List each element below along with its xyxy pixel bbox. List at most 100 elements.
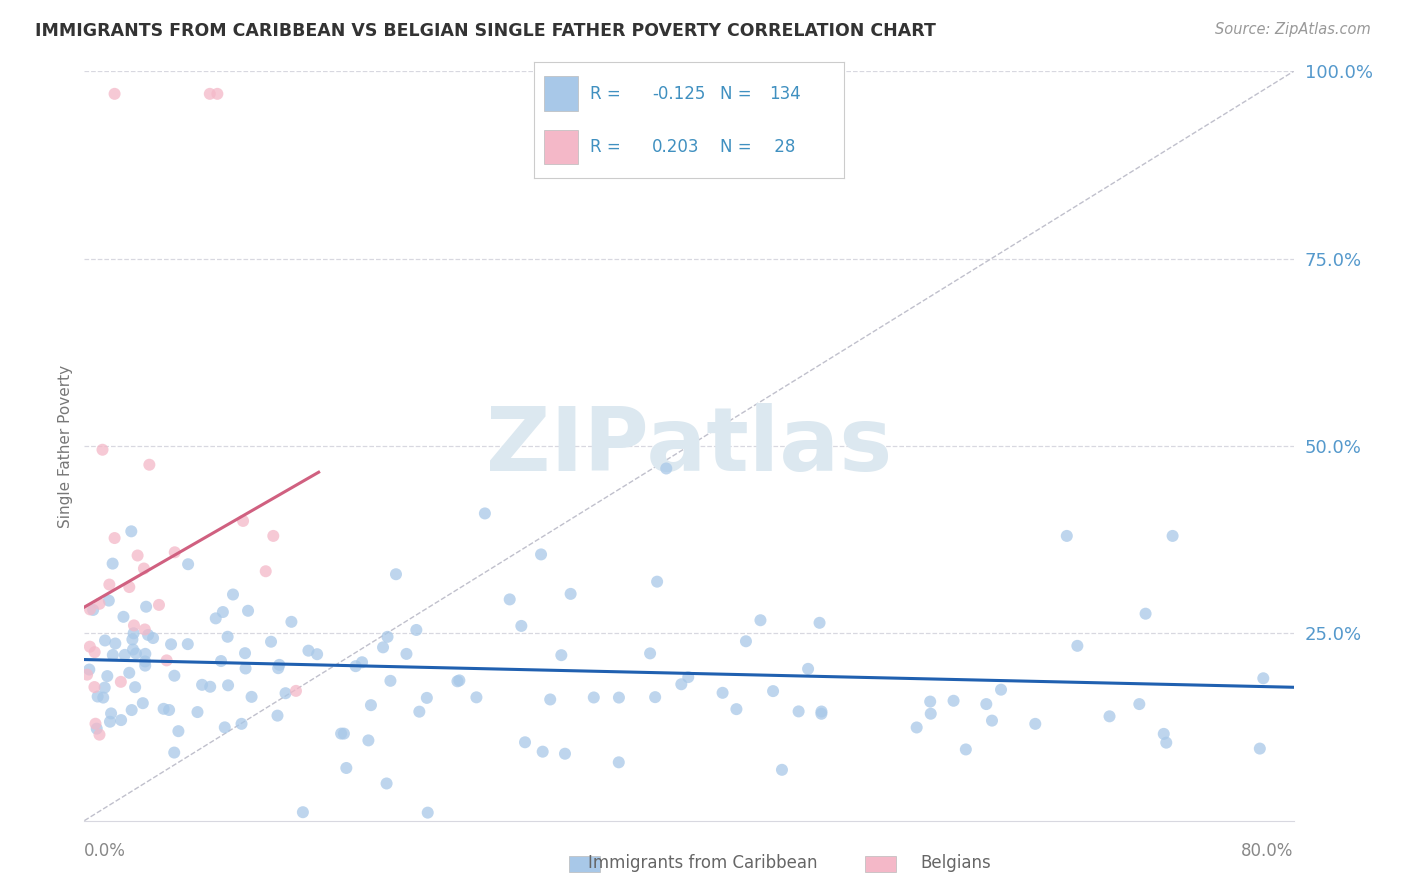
Immigrants from Caribbean (385, 567, 408, 582)
Immigrants from Caribbean (233, 646, 256, 660)
Belgians (285, 684, 308, 698)
Immigrants from Caribbean (371, 640, 394, 655)
Immigrants from Caribbean (375, 776, 398, 790)
Belgians (122, 618, 145, 632)
Immigrants from Caribbean (177, 558, 200, 572)
Immigrants from Caribbean (671, 677, 693, 691)
Immigrants from Caribbean (167, 724, 190, 739)
Immigrants from Caribbean (920, 706, 942, 721)
Belgians (132, 561, 155, 575)
Text: ZIPatlas: ZIPatlas (486, 402, 891, 490)
Immigrants from Caribbean (344, 659, 367, 673)
Immigrants from Caribbean (797, 662, 820, 676)
Immigrants from Caribbean (122, 626, 145, 640)
Immigrants from Caribbean (560, 587, 582, 601)
Immigrants from Caribbean (678, 670, 700, 684)
Immigrants from Caribbean (125, 647, 148, 661)
Immigrants from Caribbean (607, 756, 630, 770)
Immigrants from Caribbean (465, 690, 488, 705)
Immigrants from Caribbean (335, 761, 357, 775)
Immigrants from Caribbean (1066, 639, 1088, 653)
Immigrants from Caribbean (408, 705, 430, 719)
Immigrants from Caribbean (231, 716, 253, 731)
Belgians (156, 653, 179, 667)
Immigrants from Caribbean (1153, 727, 1175, 741)
Text: 0.203: 0.203 (652, 138, 699, 156)
Immigrants from Caribbean (531, 745, 554, 759)
Y-axis label: Single Father Poverty: Single Father Poverty (58, 365, 73, 527)
Immigrants from Caribbean (235, 661, 257, 675)
Immigrants from Caribbean (198, 680, 221, 694)
Belgians (163, 545, 186, 559)
Text: R =: R = (591, 85, 626, 103)
Immigrants from Caribbean (990, 682, 1012, 697)
Immigrants from Caribbean (267, 661, 290, 675)
Immigrants from Caribbean (446, 674, 468, 689)
Immigrants from Caribbean (380, 824, 402, 838)
Immigrants from Caribbean (377, 630, 399, 644)
Immigrants from Caribbean (538, 692, 561, 706)
Text: IMMIGRANTS FROM CARIBBEAN VS BELGIAN SINGLE FATHER POVERTY CORRELATION CHART: IMMIGRANTS FROM CARIBBEAN VS BELGIAN SIN… (35, 22, 936, 40)
Immigrants from Caribbean (101, 648, 124, 662)
Immigrants from Caribbean (86, 690, 108, 704)
Belgians (91, 442, 114, 457)
Immigrants from Caribbean (357, 733, 380, 747)
Immigrants from Caribbean (474, 507, 496, 521)
Text: 0.0%: 0.0% (84, 842, 127, 860)
Immigrants from Caribbean (1056, 529, 1078, 543)
Immigrants from Caribbean (405, 623, 427, 637)
Text: 28: 28 (769, 138, 796, 156)
Immigrants from Caribbean (135, 599, 157, 614)
Immigrants from Caribbean (97, 593, 120, 607)
Immigrants from Caribbean (217, 678, 239, 692)
Immigrants from Caribbean (236, 604, 259, 618)
Belgians (232, 514, 254, 528)
Immigrants from Caribbean (416, 805, 439, 820)
Immigrants from Caribbean (810, 705, 832, 719)
Immigrants from Caribbean (114, 648, 136, 662)
Belgians (83, 680, 105, 694)
Immigrants from Caribbean (787, 705, 810, 719)
Belgians (207, 87, 229, 101)
Text: 80.0%: 80.0% (1241, 842, 1294, 860)
Immigrants from Caribbean (136, 628, 159, 642)
Immigrants from Caribbean (1154, 736, 1177, 750)
Belgians (83, 645, 105, 659)
Immigrants from Caribbean (157, 703, 180, 717)
Immigrants from Caribbean (101, 557, 124, 571)
Immigrants from Caribbean (1253, 671, 1275, 685)
Immigrants from Caribbean (291, 805, 314, 820)
Immigrants from Caribbean (186, 705, 208, 719)
Immigrants from Caribbean (554, 747, 576, 761)
Immigrants from Caribbean (142, 631, 165, 645)
Immigrants from Caribbean (638, 646, 661, 660)
Belgians (79, 602, 101, 616)
Immigrants from Caribbean (280, 615, 302, 629)
Belgians (148, 598, 170, 612)
Bar (544, 129, 578, 164)
Immigrants from Caribbean (209, 654, 232, 668)
Belgians (134, 623, 156, 637)
Immigrants from Caribbean (513, 735, 536, 749)
Immigrants from Caribbean (274, 686, 297, 700)
Immigrants from Caribbean (974, 697, 997, 711)
Belgians (89, 728, 111, 742)
Immigrants from Caribbean (297, 643, 319, 657)
Belgians (79, 640, 101, 654)
Immigrants from Caribbean (121, 632, 143, 647)
Immigrants from Caribbean (96, 669, 118, 683)
Immigrants from Caribbean (212, 605, 235, 619)
Immigrants from Caribbean (134, 647, 156, 661)
Immigrants from Caribbean (307, 647, 329, 661)
Immigrants from Caribbean (222, 587, 245, 601)
Belgians (127, 549, 149, 563)
Immigrants from Caribbean (82, 603, 104, 617)
Immigrants from Caribbean (955, 742, 977, 756)
Immigrants from Caribbean (1024, 717, 1046, 731)
Belgians (262, 529, 284, 543)
Immigrants from Caribbean (711, 686, 734, 700)
Immigrants from Caribbean (1098, 709, 1121, 723)
Immigrants from Caribbean (121, 703, 143, 717)
Immigrants from Caribbean (269, 657, 291, 672)
Immigrants from Caribbean (770, 763, 793, 777)
